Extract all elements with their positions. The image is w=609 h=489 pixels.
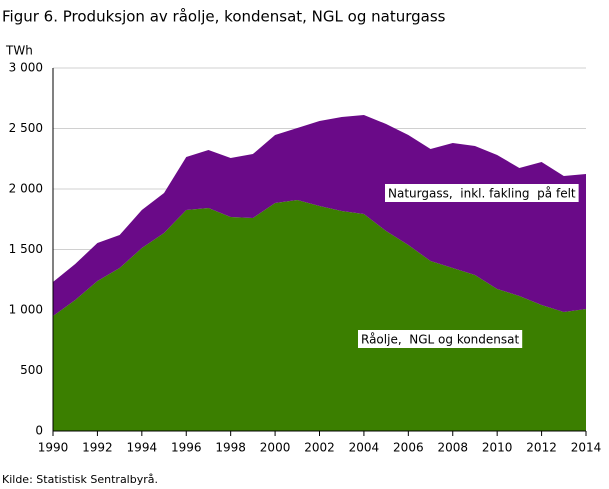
x-tick-label: 1994 bbox=[127, 441, 158, 455]
area bbox=[53, 114, 586, 317]
y-tick-label: 1 500 bbox=[9, 242, 43, 256]
x-tick-label: 2000 bbox=[260, 441, 291, 455]
y-tick-label: 1 000 bbox=[9, 303, 43, 317]
legend-label: Råolje, NGL og kondensat bbox=[361, 333, 519, 347]
y-tick-label: 500 bbox=[20, 363, 43, 377]
area bbox=[53, 200, 586, 431]
legend-box bbox=[385, 184, 579, 202]
chart-title: Figur 6. Produksjon av råolje, kondensat… bbox=[2, 8, 446, 26]
x-tick-label: 2010 bbox=[482, 441, 513, 455]
x-tick-label: 1996 bbox=[171, 441, 202, 455]
x-tick-label: 2014 bbox=[571, 441, 602, 455]
x-tick-label: 2012 bbox=[526, 441, 557, 455]
x-tick-label: 1992 bbox=[82, 441, 113, 455]
x-tick-label: 2008 bbox=[437, 441, 468, 455]
y-tick-label: 3 000 bbox=[9, 61, 43, 75]
x-tick-label: 1998 bbox=[215, 441, 246, 455]
x-tick-label: 1990 bbox=[38, 441, 69, 455]
legend-box bbox=[358, 330, 523, 348]
source: Kilde: Statistisk Sentralbyrå. bbox=[2, 473, 158, 486]
y-axis-label: TWh bbox=[5, 44, 33, 58]
x-tick-label: 2004 bbox=[349, 441, 380, 455]
x-tick-label: 2006 bbox=[393, 441, 424, 455]
y-tick-label: 2 500 bbox=[9, 121, 43, 135]
x-tick-label: 2002 bbox=[304, 441, 335, 455]
y-tick-label: 0 bbox=[35, 424, 43, 438]
legend-label: Naturgass, inkl. fakling på felt bbox=[388, 187, 576, 201]
y-tick-label: 2 000 bbox=[9, 182, 43, 196]
